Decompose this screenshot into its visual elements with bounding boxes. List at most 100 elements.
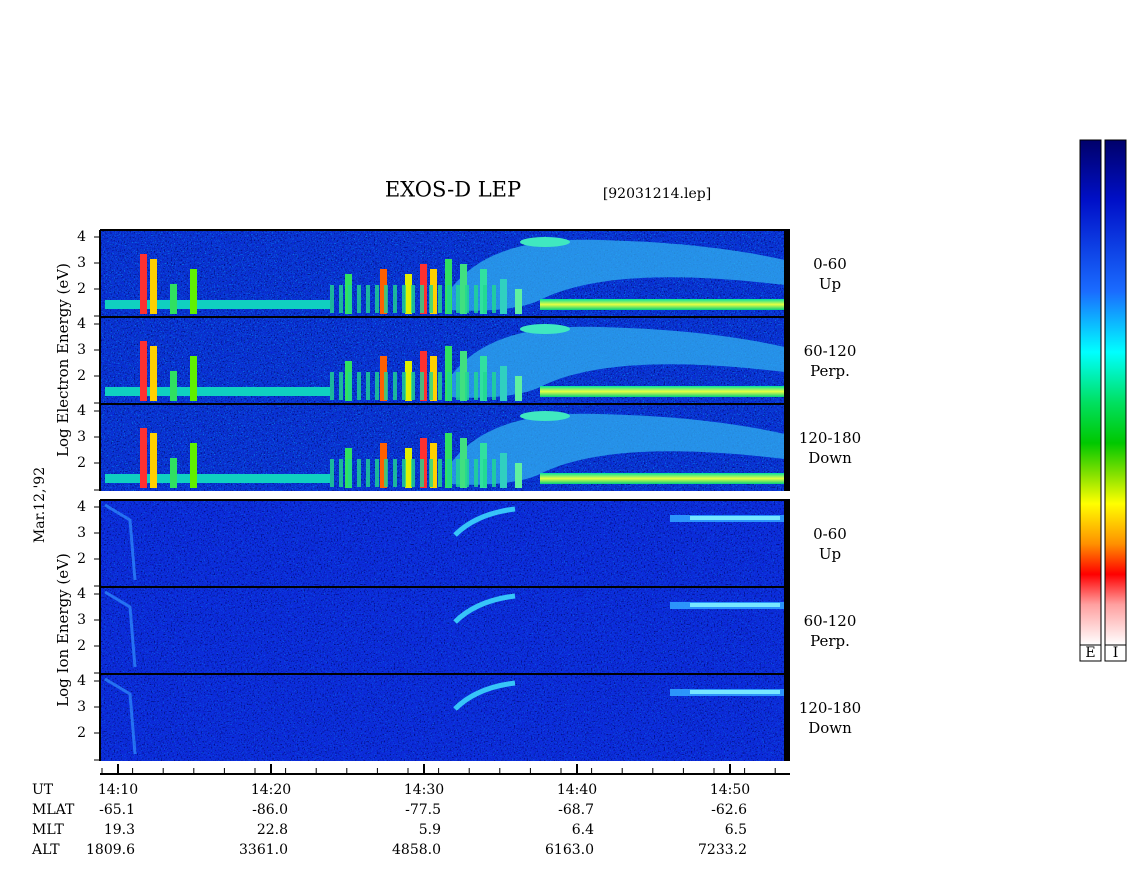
- spectrogram-panel: 2 3 4: [77, 673, 790, 761]
- ephemeris-value: -62.6: [711, 802, 747, 818]
- burst: [492, 372, 496, 400]
- ion-beam: [453, 506, 516, 537]
- y-tick-label: 3: [77, 612, 86, 628]
- burst: [456, 459, 460, 487]
- burst: [483, 285, 487, 313]
- y-tick-label: 4: [77, 229, 86, 245]
- burst: [500, 366, 507, 401]
- burst: [474, 285, 478, 313]
- electron-axis-label: Log Electron Energy (eV): [54, 263, 72, 457]
- ephemeris-value: -68.7: [558, 802, 594, 818]
- low-band: [540, 386, 785, 397]
- ion-band: [690, 690, 780, 694]
- burst: [140, 254, 147, 314]
- panel-edge: [784, 230, 790, 317]
- ephemeris-value: -86.0: [252, 802, 288, 818]
- burst: [405, 448, 412, 488]
- row-label: MLAT: [32, 802, 75, 818]
- burst: [150, 346, 157, 401]
- panel-edge: [784, 500, 790, 587]
- burst: [384, 459, 388, 487]
- title: EXOS-D LEP: [385, 178, 521, 202]
- ion-beam: [453, 680, 516, 711]
- panel-label: 0-60: [813, 525, 847, 543]
- ephemeris-value: 3361.0: [239, 842, 288, 858]
- burst: [429, 372, 433, 400]
- ut-label: 14:10: [98, 782, 138, 798]
- spectrogram-panel: 2 3 4: [77, 586, 790, 674]
- burst: [339, 459, 343, 487]
- panel-label: Down: [808, 719, 852, 737]
- burst: [348, 285, 352, 313]
- burst: [366, 285, 370, 313]
- ephemeris-value: 7233.2: [698, 842, 747, 858]
- noise: [100, 587, 790, 674]
- y-tick-label: 3: [77, 525, 86, 541]
- ephemeris-value: 5.9: [419, 822, 441, 838]
- burst: [393, 372, 397, 400]
- plasma-core: [520, 324, 570, 334]
- ephemeris-value: 22.8: [257, 822, 288, 838]
- burst: [190, 269, 197, 314]
- burst: [460, 264, 467, 314]
- y-tick-label: 3: [77, 699, 86, 715]
- noise: [100, 674, 790, 761]
- burst: [348, 459, 352, 487]
- y-tick-label: 2: [77, 725, 86, 741]
- y-tick-label: 4: [77, 403, 86, 419]
- panel-label: 60-120: [804, 342, 857, 360]
- row-label: ALT: [31, 842, 60, 858]
- plasma-core: [520, 411, 570, 421]
- burst: [357, 285, 361, 313]
- ut-label: 14:50: [710, 782, 750, 798]
- panel-edge: [784, 317, 790, 404]
- burst: [330, 372, 334, 400]
- color-bar: [1079, 139, 1102, 646]
- burst: [515, 376, 522, 401]
- ut-label: 14:30: [404, 782, 444, 798]
- burst: [402, 372, 406, 400]
- ephemeris-value: 6.5: [725, 822, 747, 838]
- burst: [492, 285, 496, 313]
- burst: [438, 372, 442, 400]
- color-bar: [1104, 139, 1127, 646]
- spectrogram-panel: 2 3 4: [77, 229, 790, 317]
- burst: [474, 372, 478, 400]
- color-bar-label: E: [1085, 645, 1095, 661]
- burst: [402, 459, 406, 487]
- burst: [150, 433, 157, 488]
- burst: [438, 459, 442, 487]
- color-bar-label: I: [1113, 645, 1119, 661]
- burst: [447, 459, 451, 487]
- panel-label: 0-60: [813, 255, 847, 273]
- burst: [430, 356, 437, 401]
- burst: [380, 356, 387, 401]
- panel-edge: [784, 674, 790, 761]
- y-tick-label: 3: [77, 429, 86, 445]
- ion-band: [690, 516, 780, 520]
- burst: [405, 274, 412, 314]
- ephemeris-value: -65.1: [99, 802, 135, 818]
- burst: [357, 459, 361, 487]
- burst: [447, 285, 451, 313]
- y-tick-label: 2: [77, 455, 86, 471]
- burst: [380, 443, 387, 488]
- panel-label: Up: [819, 275, 841, 293]
- y-tick-label: 4: [77, 316, 86, 332]
- panel-label: 120-180: [799, 699, 861, 717]
- burst: [375, 372, 379, 400]
- y-tick-label: 3: [77, 342, 86, 358]
- ephemeris-value: 4858.0: [392, 842, 441, 858]
- burst: [140, 341, 147, 401]
- burst: [170, 458, 177, 488]
- color-bar-label-box: [1104, 644, 1127, 662]
- burst: [339, 372, 343, 400]
- ion-axis-label: Log Ion Energy (eV): [54, 553, 72, 707]
- panel-label: Up: [819, 545, 841, 563]
- low-band: [540, 299, 785, 310]
- panel-label: 120-180: [799, 429, 861, 447]
- y-tick-label: 4: [77, 499, 86, 515]
- y-tick-label: 2: [77, 368, 86, 384]
- ephemeris-value: 19.3: [104, 822, 135, 838]
